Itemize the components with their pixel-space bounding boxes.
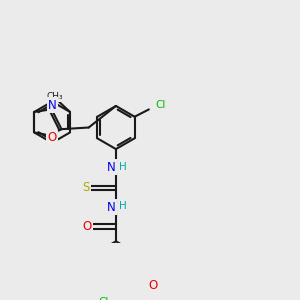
Text: H: H xyxy=(119,202,127,212)
Text: N: N xyxy=(107,161,116,174)
Text: S: S xyxy=(82,182,89,194)
Text: N: N xyxy=(48,99,57,112)
Text: O: O xyxy=(82,220,92,233)
Text: Cl: Cl xyxy=(99,297,109,300)
Text: N: N xyxy=(107,201,116,214)
Text: Cl: Cl xyxy=(155,100,166,110)
Text: O: O xyxy=(48,131,57,144)
Text: CH₃: CH₃ xyxy=(46,92,63,101)
Text: O: O xyxy=(148,279,157,292)
Text: H: H xyxy=(119,162,127,172)
